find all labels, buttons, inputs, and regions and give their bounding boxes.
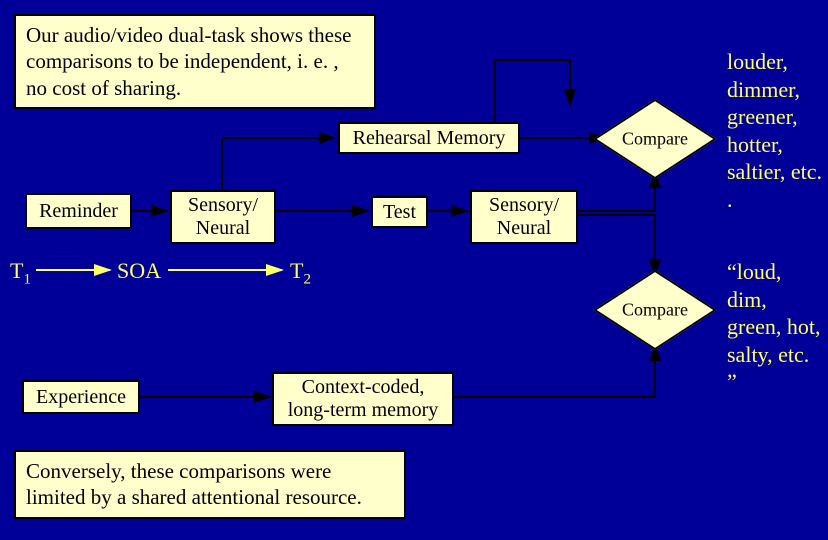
t2-text: T bbox=[290, 258, 303, 283]
top-note-text: Our audio/video dual-task shows these co… bbox=[26, 23, 351, 100]
context-box: Context-coded, long-term memory bbox=[272, 372, 454, 426]
comparative-list: louder, dimmer, greener, hotter, saltier… bbox=[727, 48, 822, 213]
t1-text: T bbox=[10, 258, 23, 283]
compare2-label: Compare bbox=[622, 300, 688, 321]
experience-box: Experience bbox=[22, 380, 140, 414]
experience-label: Experience bbox=[36, 386, 126, 409]
sensory1-label: Sensory/ Neural bbox=[188, 194, 258, 240]
t1-sub: 1 bbox=[23, 271, 31, 287]
bottom-note: Conversely, these comparisons were limit… bbox=[14, 450, 406, 519]
context-label: Context-coded, long-term memory bbox=[288, 376, 439, 422]
compare1-diamond: Compare bbox=[605, 104, 705, 174]
soa-label: SOA bbox=[117, 258, 161, 284]
sensory2-box: Sensory/ Neural bbox=[470, 190, 578, 244]
t1-label: T1 bbox=[10, 258, 31, 288]
test-box: Test bbox=[371, 196, 428, 228]
reminder-box: Reminder bbox=[25, 193, 132, 229]
reminder-label: Reminder bbox=[39, 200, 118, 223]
t2-label: T2 bbox=[290, 258, 311, 288]
test-label: Test bbox=[383, 201, 416, 224]
compare2-diamond: Compare bbox=[605, 275, 705, 345]
top-note: Our audio/video dual-task shows these co… bbox=[14, 14, 376, 109]
rehearsal-box: Rehearsal Memory bbox=[338, 122, 520, 154]
t2-sub: 2 bbox=[303, 271, 311, 287]
compare1-label: Compare bbox=[622, 129, 688, 150]
sensory1-box: Sensory/ Neural bbox=[170, 190, 276, 244]
absolute-list: “loud, dim, green, hot, salty, etc. ” bbox=[727, 258, 822, 396]
sensory2-label: Sensory/ Neural bbox=[489, 194, 559, 240]
bottom-note-text: Conversely, these comparisons were limit… bbox=[26, 459, 362, 509]
rehearsal-label: Rehearsal Memory bbox=[353, 127, 506, 150]
